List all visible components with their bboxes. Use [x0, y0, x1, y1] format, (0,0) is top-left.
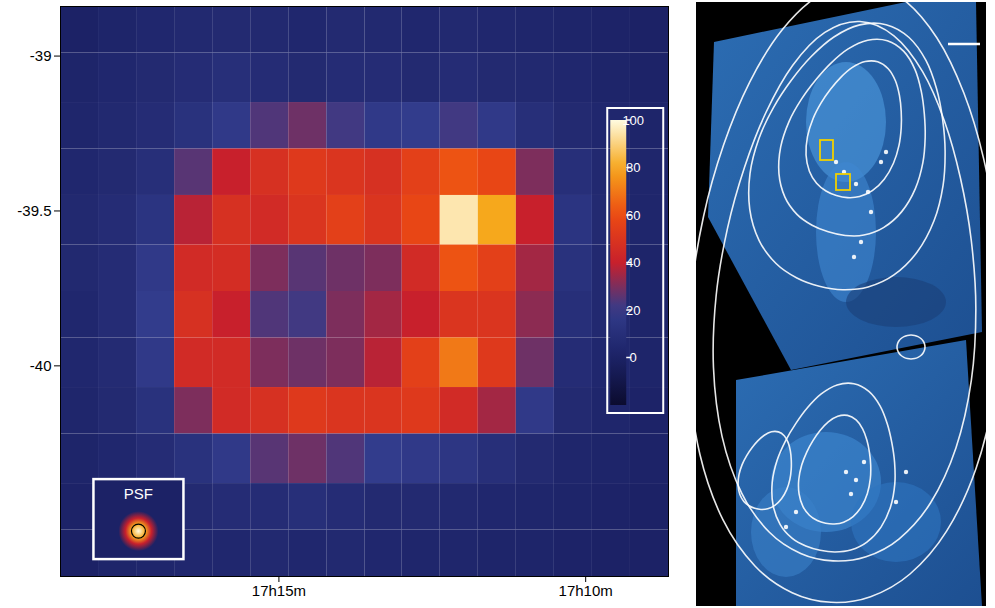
svg-text:17h10m: 17h10m — [559, 582, 613, 599]
svg-text:-40: -40 — [30, 357, 52, 374]
svg-text:40: 40 — [626, 255, 640, 270]
svg-text:-39: -39 — [30, 47, 52, 64]
svg-text:-39.5: -39.5 — [17, 202, 51, 219]
svg-text:PSF: PSF — [124, 485, 153, 502]
svg-text:0: 0 — [630, 350, 637, 365]
svg-text:100: 100 — [622, 113, 644, 128]
svg-text:17h15m: 17h15m — [252, 582, 306, 599]
svg-text:60: 60 — [626, 208, 640, 223]
svg-text:80: 80 — [626, 160, 640, 175]
svg-text:20: 20 — [626, 303, 640, 318]
